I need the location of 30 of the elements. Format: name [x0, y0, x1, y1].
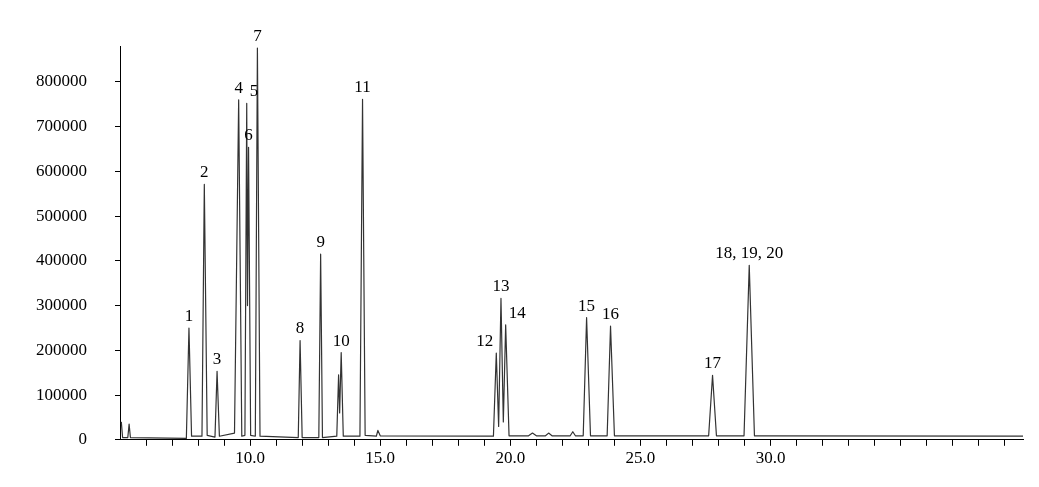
annotation: 15 — [578, 295, 596, 315]
annotation: 8 — [295, 318, 305, 338]
annotation: 7 — [253, 25, 263, 45]
y-tick-label: 600000 — [36, 160, 87, 180]
annotation: 17 — [704, 353, 722, 373]
y-tick-label: 800000 — [36, 71, 87, 91]
y-tick-label: 500000 — [36, 205, 87, 225]
y-tick-label: 100000 — [36, 384, 87, 404]
annotation: 14 — [508, 302, 527, 322]
annotation: 12 — [476, 331, 494, 350]
x-tick-label: 15.0 — [365, 448, 396, 468]
x-tick-label: 25.0 — [625, 448, 656, 468]
x-tick-label: 10.0 — [235, 448, 265, 468]
annotation: 2 — [200, 162, 209, 182]
annotation: 10 — [332, 330, 350, 350]
annotation: 13 — [492, 276, 510, 296]
annotation: 9 — [316, 232, 325, 252]
annotation: 3 — [212, 349, 222, 369]
x-tick-label: 30.0 — [755, 448, 786, 468]
annotation: 1 — [184, 305, 194, 325]
annotation: 11 — [354, 77, 371, 97]
y-tick-label: 200000 — [36, 339, 87, 359]
annotation: 18, 19, 20 — [715, 243, 784, 263]
annotation: 16 — [602, 304, 620, 324]
y-tick-label: 700000 — [36, 116, 87, 136]
y-tick-label: 0 — [78, 429, 87, 449]
y-tick-label: 300000 — [36, 295, 87, 315]
y-tick-label: 400000 — [36, 250, 87, 270]
annotation: 4 — [234, 77, 244, 97]
x-tick-label: 20.0 — [495, 448, 526, 468]
